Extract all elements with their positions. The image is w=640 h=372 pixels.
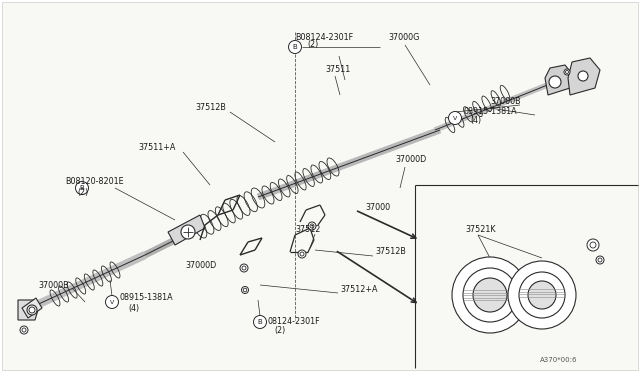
Text: 37000B: 37000B [38,280,68,289]
Circle shape [449,112,461,125]
Text: 37521K: 37521K [465,225,495,234]
Text: (4): (4) [470,115,481,125]
Circle shape [20,326,28,334]
Text: (2): (2) [274,326,285,334]
Text: (2): (2) [307,41,318,49]
Circle shape [289,41,301,54]
Polygon shape [168,215,205,245]
Circle shape [508,261,576,329]
Text: B: B [79,185,84,191]
Circle shape [106,295,118,308]
Text: 37000D: 37000D [395,155,426,164]
Text: (4): (4) [128,304,139,312]
Text: B: B [292,44,298,50]
Text: 37000B: 37000B [490,97,520,106]
Text: 37512+A: 37512+A [340,285,378,295]
Circle shape [473,278,507,312]
Circle shape [253,315,266,328]
Circle shape [596,256,604,264]
Polygon shape [545,65,573,95]
Text: V: V [453,115,457,121]
Circle shape [549,76,561,88]
Polygon shape [568,58,600,95]
Text: B: B [258,319,262,325]
Text: 37512B: 37512B [195,103,226,112]
Text: 37000G: 37000G [388,33,419,42]
Text: 08915-1381A: 08915-1381A [463,108,516,116]
Text: B08120-8201E: B08120-8201E [65,177,124,186]
Circle shape [181,225,195,239]
Text: B08124-2301F: B08124-2301F [295,33,353,42]
Circle shape [27,305,37,315]
Circle shape [564,69,570,75]
Text: 37000D: 37000D [185,260,216,269]
Circle shape [298,250,306,258]
Circle shape [452,257,528,333]
Circle shape [528,281,556,309]
Text: 37511: 37511 [325,65,350,74]
Circle shape [578,71,588,81]
Text: 37000: 37000 [365,203,390,212]
Text: 37512: 37512 [295,225,321,234]
Text: 08124-2301F: 08124-2301F [268,317,321,327]
Text: (2): (2) [77,187,88,196]
Text: 37512B: 37512B [375,247,406,257]
Text: 37511+A: 37511+A [138,144,175,153]
Text: 08915-1381A: 08915-1381A [120,294,173,302]
Circle shape [241,286,248,294]
Circle shape [240,264,248,272]
Circle shape [308,222,316,230]
Circle shape [76,182,88,195]
Text: V: V [110,299,114,305]
Polygon shape [22,298,42,318]
Text: A370*00:6: A370*00:6 [540,357,577,363]
Circle shape [587,239,599,251]
Polygon shape [18,300,38,320]
